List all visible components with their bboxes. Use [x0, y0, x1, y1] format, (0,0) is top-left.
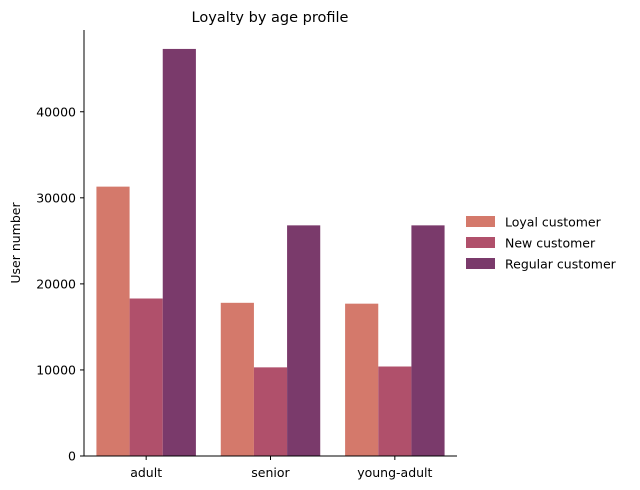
bar-senior-new-customer	[253, 367, 288, 456]
legend-label: New customer	[505, 236, 596, 251]
bar-adult-regular-customer	[162, 48, 196, 457]
legend-label: Loyal customer	[505, 215, 602, 230]
bar-senior-regular-customer	[287, 225, 321, 456]
y-tick-label: 40000	[36, 104, 76, 119]
y-axis: 0 10000 20000 30000 40000	[36, 30, 85, 464]
legend-swatch-new-customer	[466, 237, 495, 248]
x-tick-label: adult	[130, 465, 162, 480]
legend-swatch-regular-customer	[466, 258, 495, 269]
bar-adult-new-customer	[129, 298, 163, 456]
y-tick-label: 30000	[36, 190, 76, 205]
legend-swatch-loyal-customer	[466, 216, 495, 227]
chart-title: Loyalty by age profile	[192, 10, 349, 26]
x-tick-label: senior	[251, 465, 290, 480]
bar-young-adult-regular-customer	[411, 225, 445, 456]
x-tick-label: young-adult	[357, 465, 432, 480]
y-tick-label: 0	[68, 449, 76, 464]
bar-young-adult-new-customer	[378, 366, 412, 456]
y-tick-label: 20000	[36, 276, 76, 291]
bar-adult-loyal-customer	[96, 186, 130, 456]
bars-group	[96, 48, 445, 457]
y-tick-label: 10000	[36, 362, 76, 377]
x-axis: adult senior young-adult	[84, 455, 457, 480]
legend: Loyal customer New customer Regular custom…	[466, 215, 617, 272]
bar-senior-loyal-customer	[220, 302, 254, 456]
legend-label: Regular customer	[505, 257, 617, 272]
bar-young-adult-loyal-customer	[345, 303, 379, 456]
y-axis-label: User number	[8, 202, 23, 284]
